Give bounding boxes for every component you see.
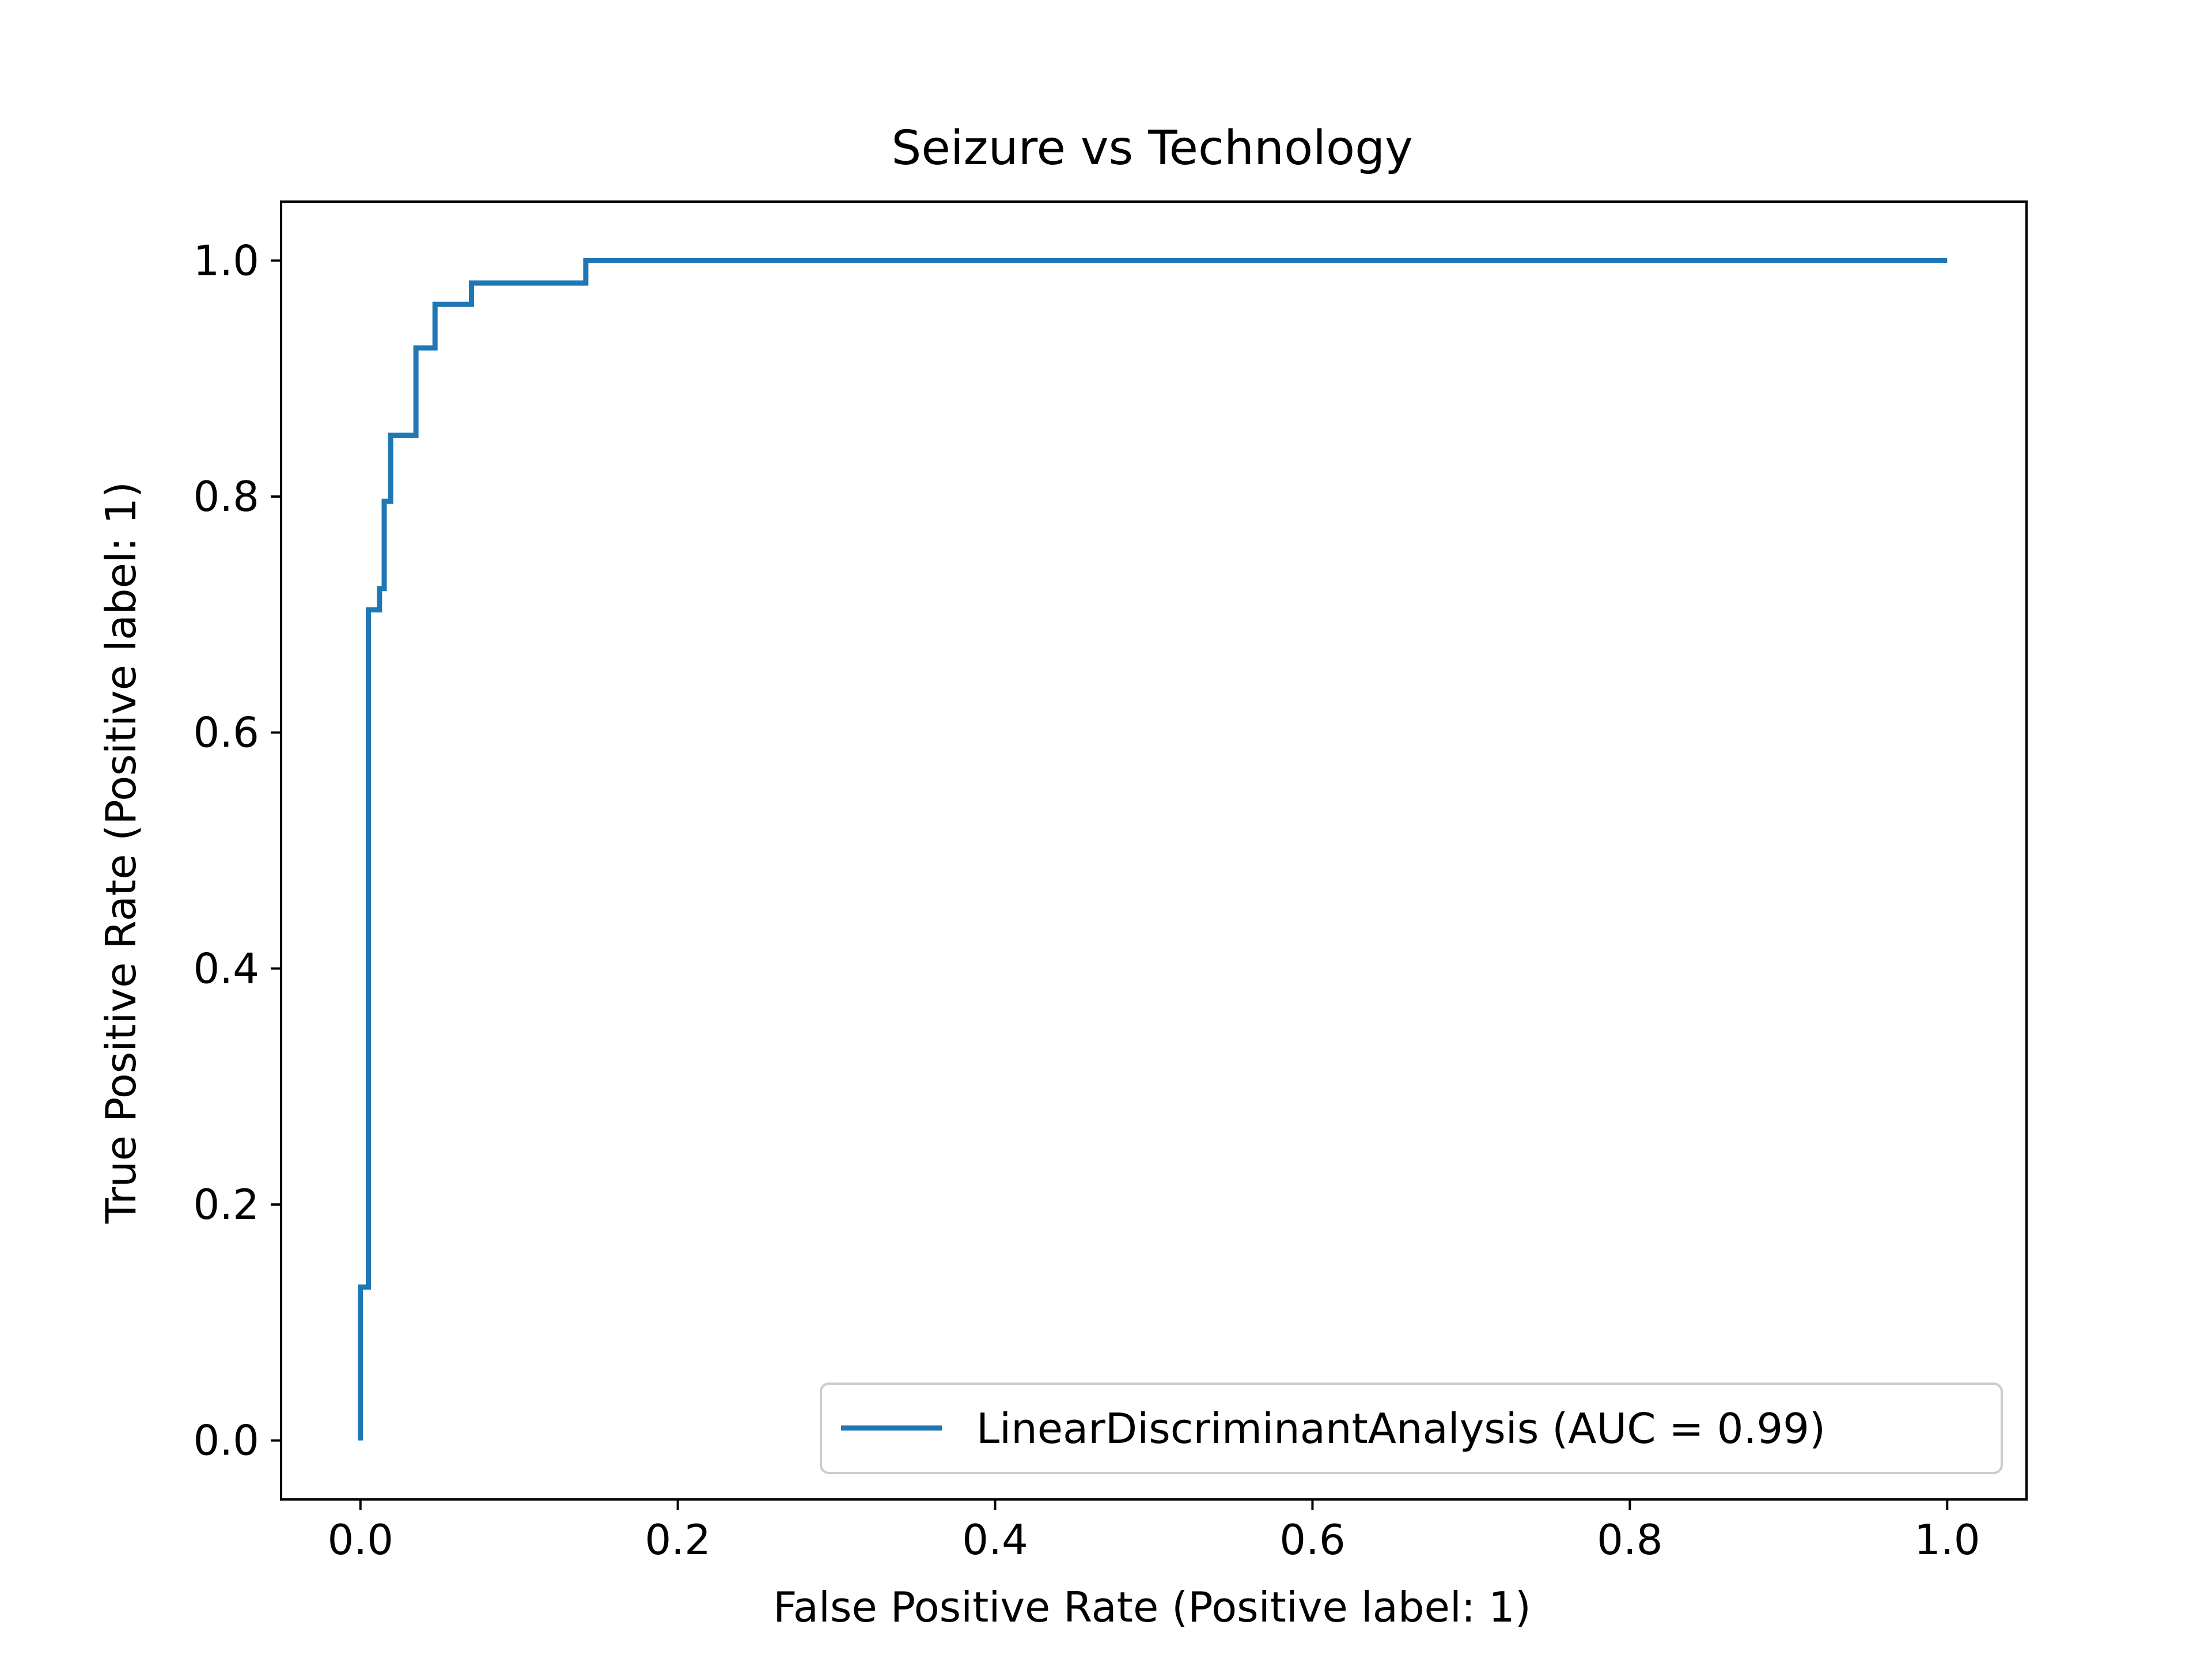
- x-tick-label: 0.6: [1279, 1516, 1346, 1564]
- x-axis-label: False Positive Rate (Positive label: 1): [773, 1583, 1531, 1631]
- x-tick-label: 0.2: [645, 1516, 711, 1564]
- x-tick-label: 0.0: [327, 1516, 393, 1564]
- y-tick-label: 0.2: [193, 1180, 259, 1229]
- chart-title: Seizure vs Technology: [891, 121, 1412, 176]
- plot-layer: [358, 257, 1948, 1441]
- y-tick-label: 0.4: [193, 944, 259, 993]
- x-tick-label: 0.4: [962, 1516, 1028, 1564]
- legend-entry: LinearDiscriminantAnalysis (AUC = 0.99): [976, 1404, 1825, 1453]
- y-tick-label: 0.8: [193, 472, 259, 521]
- axes-layer: 0.0 0.2 0.4 0.6 0.8 1.0 0.0 0.2 0.4 0.6 0.8 1.0: [193, 200, 2028, 1564]
- plot-frame: [280, 200, 2028, 1501]
- y-tick-label: 0.0: [193, 1416, 259, 1465]
- legend: LinearDiscriminantAnalysis (AUC = 0.99): [820, 1382, 2003, 1474]
- roc-curve-line: [358, 257, 1948, 1441]
- y-tick-label: 0.6: [193, 709, 259, 757]
- x-tick-label: 1.0: [1914, 1516, 1980, 1564]
- legend-box: [820, 1382, 2003, 1474]
- y-axis-label: True Positive Rate (Positive label: 1): [97, 482, 145, 1224]
- y-tick-label: 1.0: [193, 236, 259, 285]
- x-tick-label: 0.8: [1597, 1516, 1663, 1564]
